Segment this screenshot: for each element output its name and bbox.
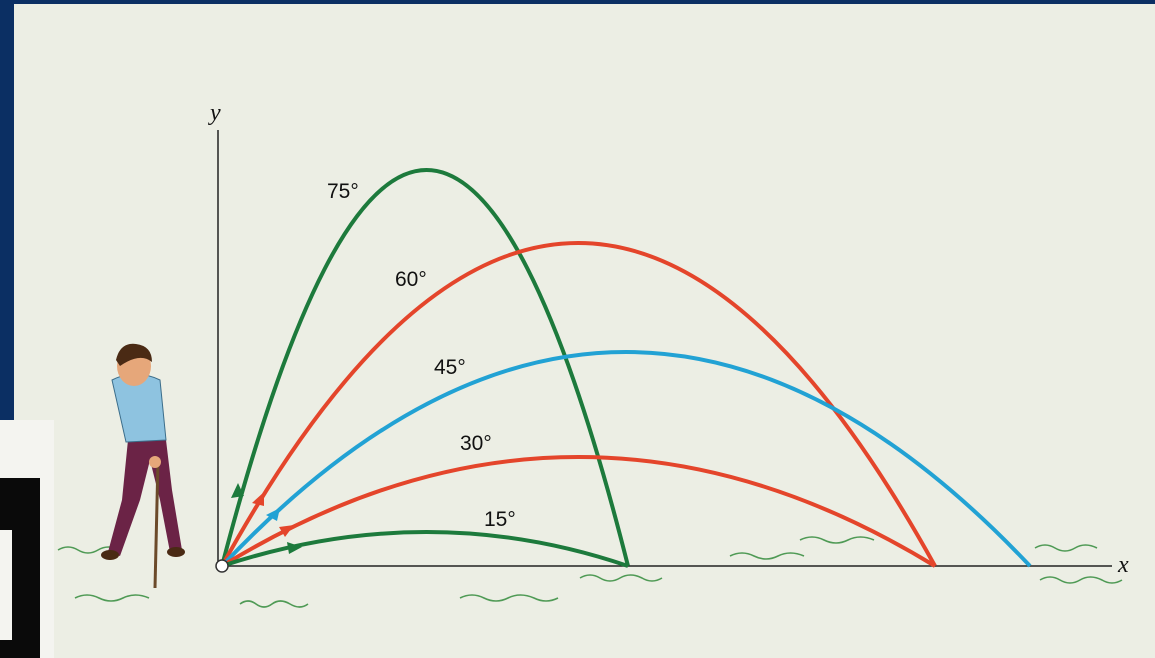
golfer-shoe (101, 550, 119, 560)
ball (216, 560, 228, 572)
angle-label: 30° (460, 432, 492, 455)
side-panel-notch (0, 530, 12, 640)
angle-label: 75° (327, 180, 359, 203)
y-axis-label: y (208, 100, 221, 126)
angle-label: 45° (434, 356, 466, 379)
page: y x 75° 60° 45° 30° 15° (() => { const d… (0, 0, 1155, 658)
angle-label: 60° (395, 268, 427, 291)
golfer-shoe (167, 547, 185, 557)
background (14, 4, 1155, 658)
golfer-hands (149, 456, 161, 468)
diagram: y x 75° 60° 45° 30° 15° (0, 0, 1155, 658)
angle-label: 15° (484, 508, 516, 531)
x-axis-label: x (1117, 552, 1129, 578)
